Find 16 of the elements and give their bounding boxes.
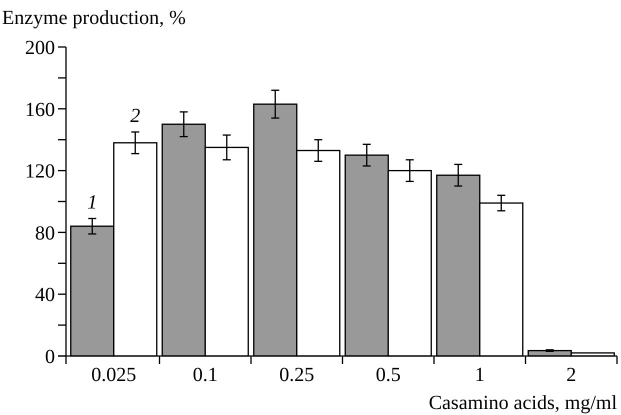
x-tick-label: 0.5 — [376, 364, 401, 386]
y-axis-title: Enzyme production, % — [2, 7, 186, 29]
x-tick-label: 0.025 — [91, 364, 136, 386]
x-tick-label: 2 — [566, 364, 576, 386]
x-tick-label: 0.25 — [279, 364, 314, 386]
y-tick-label: 80 — [35, 222, 55, 244]
series-label: 1 — [87, 191, 98, 214]
y-tick-label: 40 — [35, 284, 55, 306]
y-tick-label: 200 — [25, 37, 55, 59]
y-tick-label: 120 — [25, 160, 55, 183]
y-tick-label: 0 — [45, 346, 55, 368]
x-axis-title: Casamino acids, mg/ml — [428, 392, 618, 414]
y-tick-label: 160 — [25, 98, 55, 121]
series-label: 2 — [130, 104, 140, 127]
x-tick-label: 1 — [474, 364, 485, 386]
x-tick-label: 0.1 — [192, 364, 218, 386]
